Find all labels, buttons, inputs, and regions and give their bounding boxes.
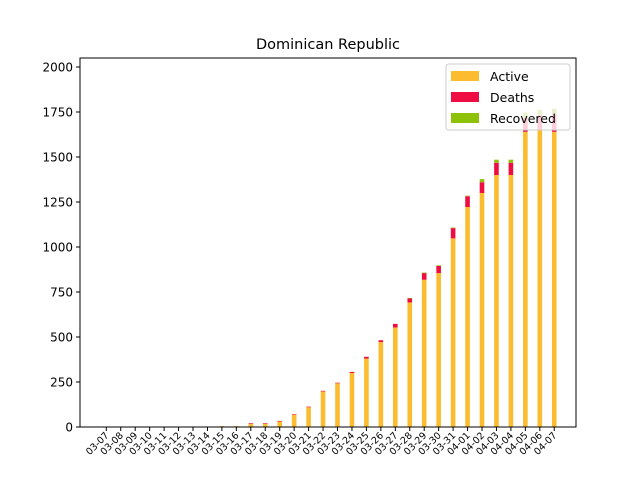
bar-active-04-02 (479, 193, 485, 427)
bar-recovered-04-04 (508, 159, 514, 163)
bar-active-03-27 (393, 327, 398, 427)
axes: 02505007501000125015001750200003-0703-08… (42, 61, 559, 458)
legend-label-active: Active (490, 69, 529, 84)
bar-deaths-03-19 (277, 420, 282, 422)
bar-active-03-17 (248, 423, 254, 427)
bar-deaths-03-31 (450, 228, 456, 239)
bar-active-03-30 (436, 273, 441, 427)
bar-active-04-06 (537, 130, 543, 427)
bar-active-04-04 (508, 175, 514, 427)
bar-recovered-03-30 (436, 265, 441, 266)
bar-recovered-04-03 (494, 159, 499, 163)
legend: Active Deaths Recovered (445, 63, 571, 131)
bar-deaths-03-30 (436, 265, 441, 274)
bar-active-03-23 (335, 383, 340, 427)
bar-active-03-24 (349, 373, 355, 427)
bar-deaths-03-28 (407, 298, 413, 303)
bar-active-03-25 (364, 358, 369, 427)
bar-active-04-03 (494, 175, 499, 427)
bar-active-04-07 (551, 131, 557, 428)
bar-active-03-19 (277, 421, 282, 427)
bar-active-04-05 (523, 131, 528, 428)
bar-recovered-04-02 (479, 179, 485, 183)
plot-area (104, 108, 557, 428)
bar-deaths-03-20 (291, 414, 297, 415)
legend-label-recovered: Recovered (490, 111, 556, 126)
bar-deaths-03-24 (349, 371, 355, 373)
y-tick-label: 0 (65, 421, 73, 435)
bar-active-03-26 (378, 342, 384, 427)
bar-deaths-03-18 (262, 423, 268, 424)
bar-deaths-04-02 (479, 182, 485, 193)
y-tick-label: 1000 (42, 241, 73, 255)
bar-active-03-21 (306, 407, 311, 427)
bar-recovered-04-01 (465, 195, 470, 197)
bar-deaths-03-26 (378, 340, 384, 343)
y-tick-label: 1250 (42, 196, 73, 210)
bar-active-03-31 (450, 238, 456, 427)
bar-active-03-28 (407, 302, 413, 427)
legend-swatch-active (451, 71, 479, 81)
bar-recovered-03-31 (450, 227, 456, 229)
bar-active-03-18 (262, 423, 268, 427)
bar-deaths-03-23 (335, 382, 340, 384)
bar-active-04-01 (465, 207, 470, 427)
legend-swatch-deaths (451, 92, 479, 102)
y-tick-label: 750 (50, 286, 73, 300)
bar-recovered-03-28 (407, 297, 413, 299)
bar-deaths-03-27 (393, 323, 398, 328)
bar-deaths-03-17 (248, 423, 254, 424)
bar-deaths-03-25 (364, 356, 369, 359)
chart-title: Dominican Republic (256, 37, 400, 53)
bar-active-03-20 (291, 414, 297, 427)
plot-frame (79, 57, 577, 428)
legend-label-deaths: Deaths (490, 90, 534, 105)
bar-deaths-03-29 (421, 273, 427, 280)
bar-deaths-03-22 (320, 390, 326, 392)
bar-deaths-04-03 (494, 162, 499, 175)
y-tick-label: 1750 (42, 106, 73, 120)
y-tick-label: 2000 (42, 61, 73, 75)
bar-deaths-04-04 (508, 162, 514, 175)
y-tick-label: 1500 (42, 151, 73, 165)
bar-deaths-03-21 (306, 406, 311, 408)
bar-recovered-03-29 (421, 272, 427, 274)
bar-deaths-04-01 (465, 196, 470, 208)
y-tick-label: 500 (50, 331, 73, 345)
bar-active-03-29 (421, 279, 427, 427)
bar-active-03-22 (320, 391, 326, 427)
y-tick-label: 250 (50, 376, 73, 390)
legend-swatch-recovered (451, 113, 479, 123)
